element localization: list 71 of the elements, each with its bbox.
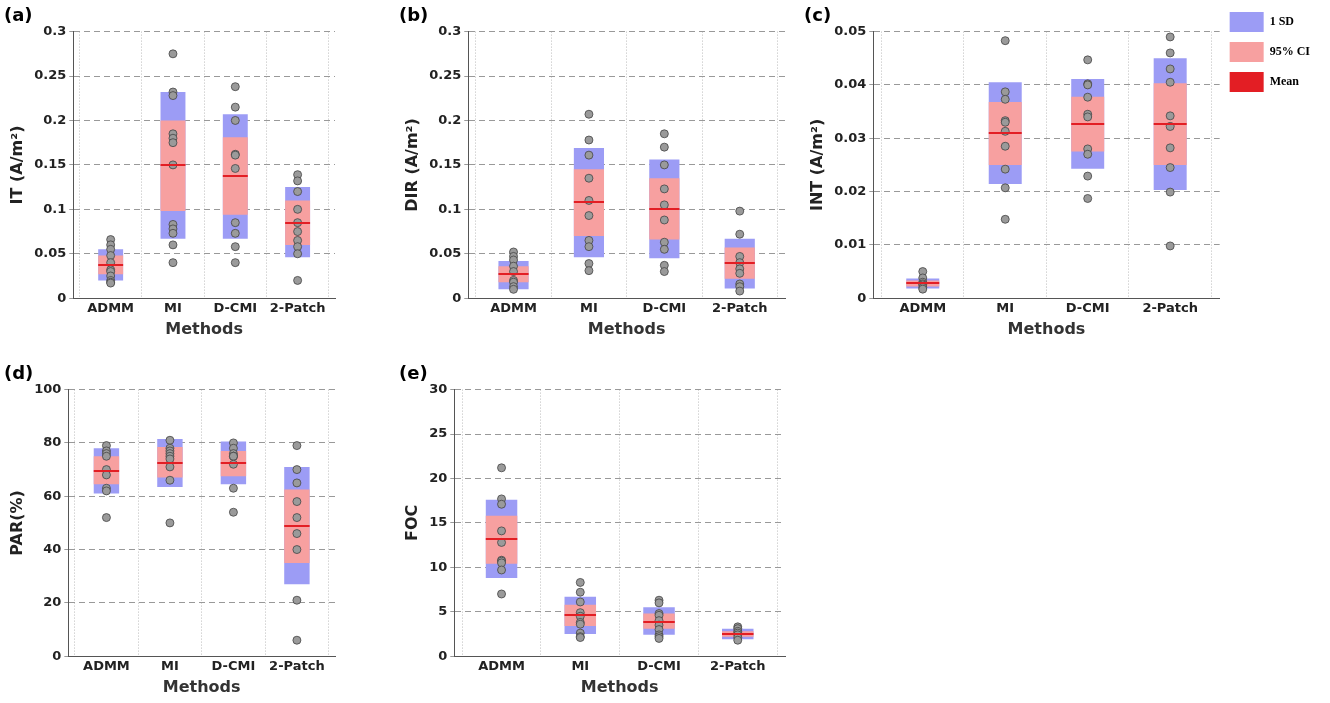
x-axis-title: Methods xyxy=(1007,318,1086,338)
y-tick-label: 0 xyxy=(452,289,462,305)
chart-title: (a) xyxy=(4,4,33,26)
y-axis-title: PAR(%) xyxy=(6,490,26,556)
y-tick-label: 0.15 xyxy=(34,156,67,172)
x-tick-label: MI xyxy=(996,300,1015,316)
y-tick-label: 5 xyxy=(438,603,448,619)
legend-label: 1 SD xyxy=(1269,14,1295,29)
x-tick-label: ADMM xyxy=(87,300,135,316)
x-tick-label: 2-Patch xyxy=(711,300,768,316)
y-tick-label: 10 xyxy=(429,558,448,574)
y-tick-label: 0.25 xyxy=(34,67,67,83)
y-tick-label: 0.3 xyxy=(438,22,462,38)
x-tick-label: MI xyxy=(164,300,182,316)
y-tick-label: 15 xyxy=(429,514,448,530)
x-axis-title: Methods xyxy=(580,676,659,696)
x-tick-label: 2-Patch xyxy=(269,300,326,316)
x-tick-label: 2-Patch xyxy=(709,658,766,674)
y-axis-title: INT (A/m²) xyxy=(806,118,826,212)
y-tick-label: 0.3 xyxy=(43,22,67,38)
y-tick-label: 0.15 xyxy=(429,156,462,172)
y-tick-label: 25 xyxy=(429,425,448,441)
chart-title: (b) xyxy=(399,4,429,26)
y-tick-label: 0.1 xyxy=(438,200,462,216)
chart-title: (c) xyxy=(804,4,832,26)
x-tick-label: MI xyxy=(580,300,598,316)
chart-title: (e) xyxy=(399,362,428,384)
x-axis-title: Methods xyxy=(587,318,666,338)
y-tick-label: 80 xyxy=(43,434,62,450)
y-tick-label: 0.2 xyxy=(43,111,67,127)
x-tick-label: D-CMI xyxy=(642,300,687,316)
x-tick-label: D-CMI xyxy=(211,658,256,674)
y-tick-label: 0.25 xyxy=(429,67,462,83)
y-tick-label: 0.01 xyxy=(834,236,867,252)
x-tick-label: 2-Patch xyxy=(1142,300,1198,316)
y-tick-label: 0.05 xyxy=(429,245,462,261)
y-tick-label: 0 xyxy=(857,289,867,305)
x-tick-label: ADMM xyxy=(83,658,130,674)
legend-label: 95% CI xyxy=(1269,44,1311,59)
x-tick-label: 2-Patch xyxy=(269,658,325,674)
y-tick-label: 0 xyxy=(57,289,67,305)
x-axis-title: Methods xyxy=(162,676,241,696)
x-axis-title: Methods xyxy=(165,318,244,338)
legend-label: Mean xyxy=(1269,74,1300,89)
y-tick-label: 0.04 xyxy=(834,76,867,92)
x-tick-label: MI xyxy=(571,658,590,674)
y-tick-label: 20 xyxy=(429,469,448,485)
y-tick-label: 30 xyxy=(429,380,448,396)
x-tick-label: ADMM xyxy=(899,300,947,316)
y-tick-label: 0.03 xyxy=(834,129,867,145)
y-tick-label: 60 xyxy=(43,487,62,503)
y-axis-title: FOC xyxy=(401,504,421,542)
y-tick-label: 40 xyxy=(43,540,62,556)
chart-title: (d) xyxy=(4,362,34,384)
y-tick-label: 0.1 xyxy=(43,200,67,216)
x-tick-label: ADMM xyxy=(490,300,537,316)
y-tick-label: 100 xyxy=(34,380,62,396)
x-tick-label: ADMM xyxy=(478,658,525,674)
y-axis-title: IT (A/m²) xyxy=(6,125,26,205)
x-tick-label: D-CMI xyxy=(213,300,258,316)
y-tick-label: 0.05 xyxy=(34,245,67,261)
y-tick-label: 0 xyxy=(52,647,62,663)
y-tick-label: 0 xyxy=(438,647,448,663)
x-tick-label: D-CMI xyxy=(1065,300,1110,316)
y-tick-label: 0.02 xyxy=(834,182,867,198)
y-tick-label: 0.2 xyxy=(438,111,462,127)
x-tick-label: D-CMI xyxy=(637,658,681,674)
x-tick-label: MI xyxy=(161,658,179,674)
y-axis-title: DIR (A/m²) xyxy=(401,118,421,212)
y-tick-label: 20 xyxy=(43,594,62,610)
y-tick-label: 0.05 xyxy=(834,22,867,38)
